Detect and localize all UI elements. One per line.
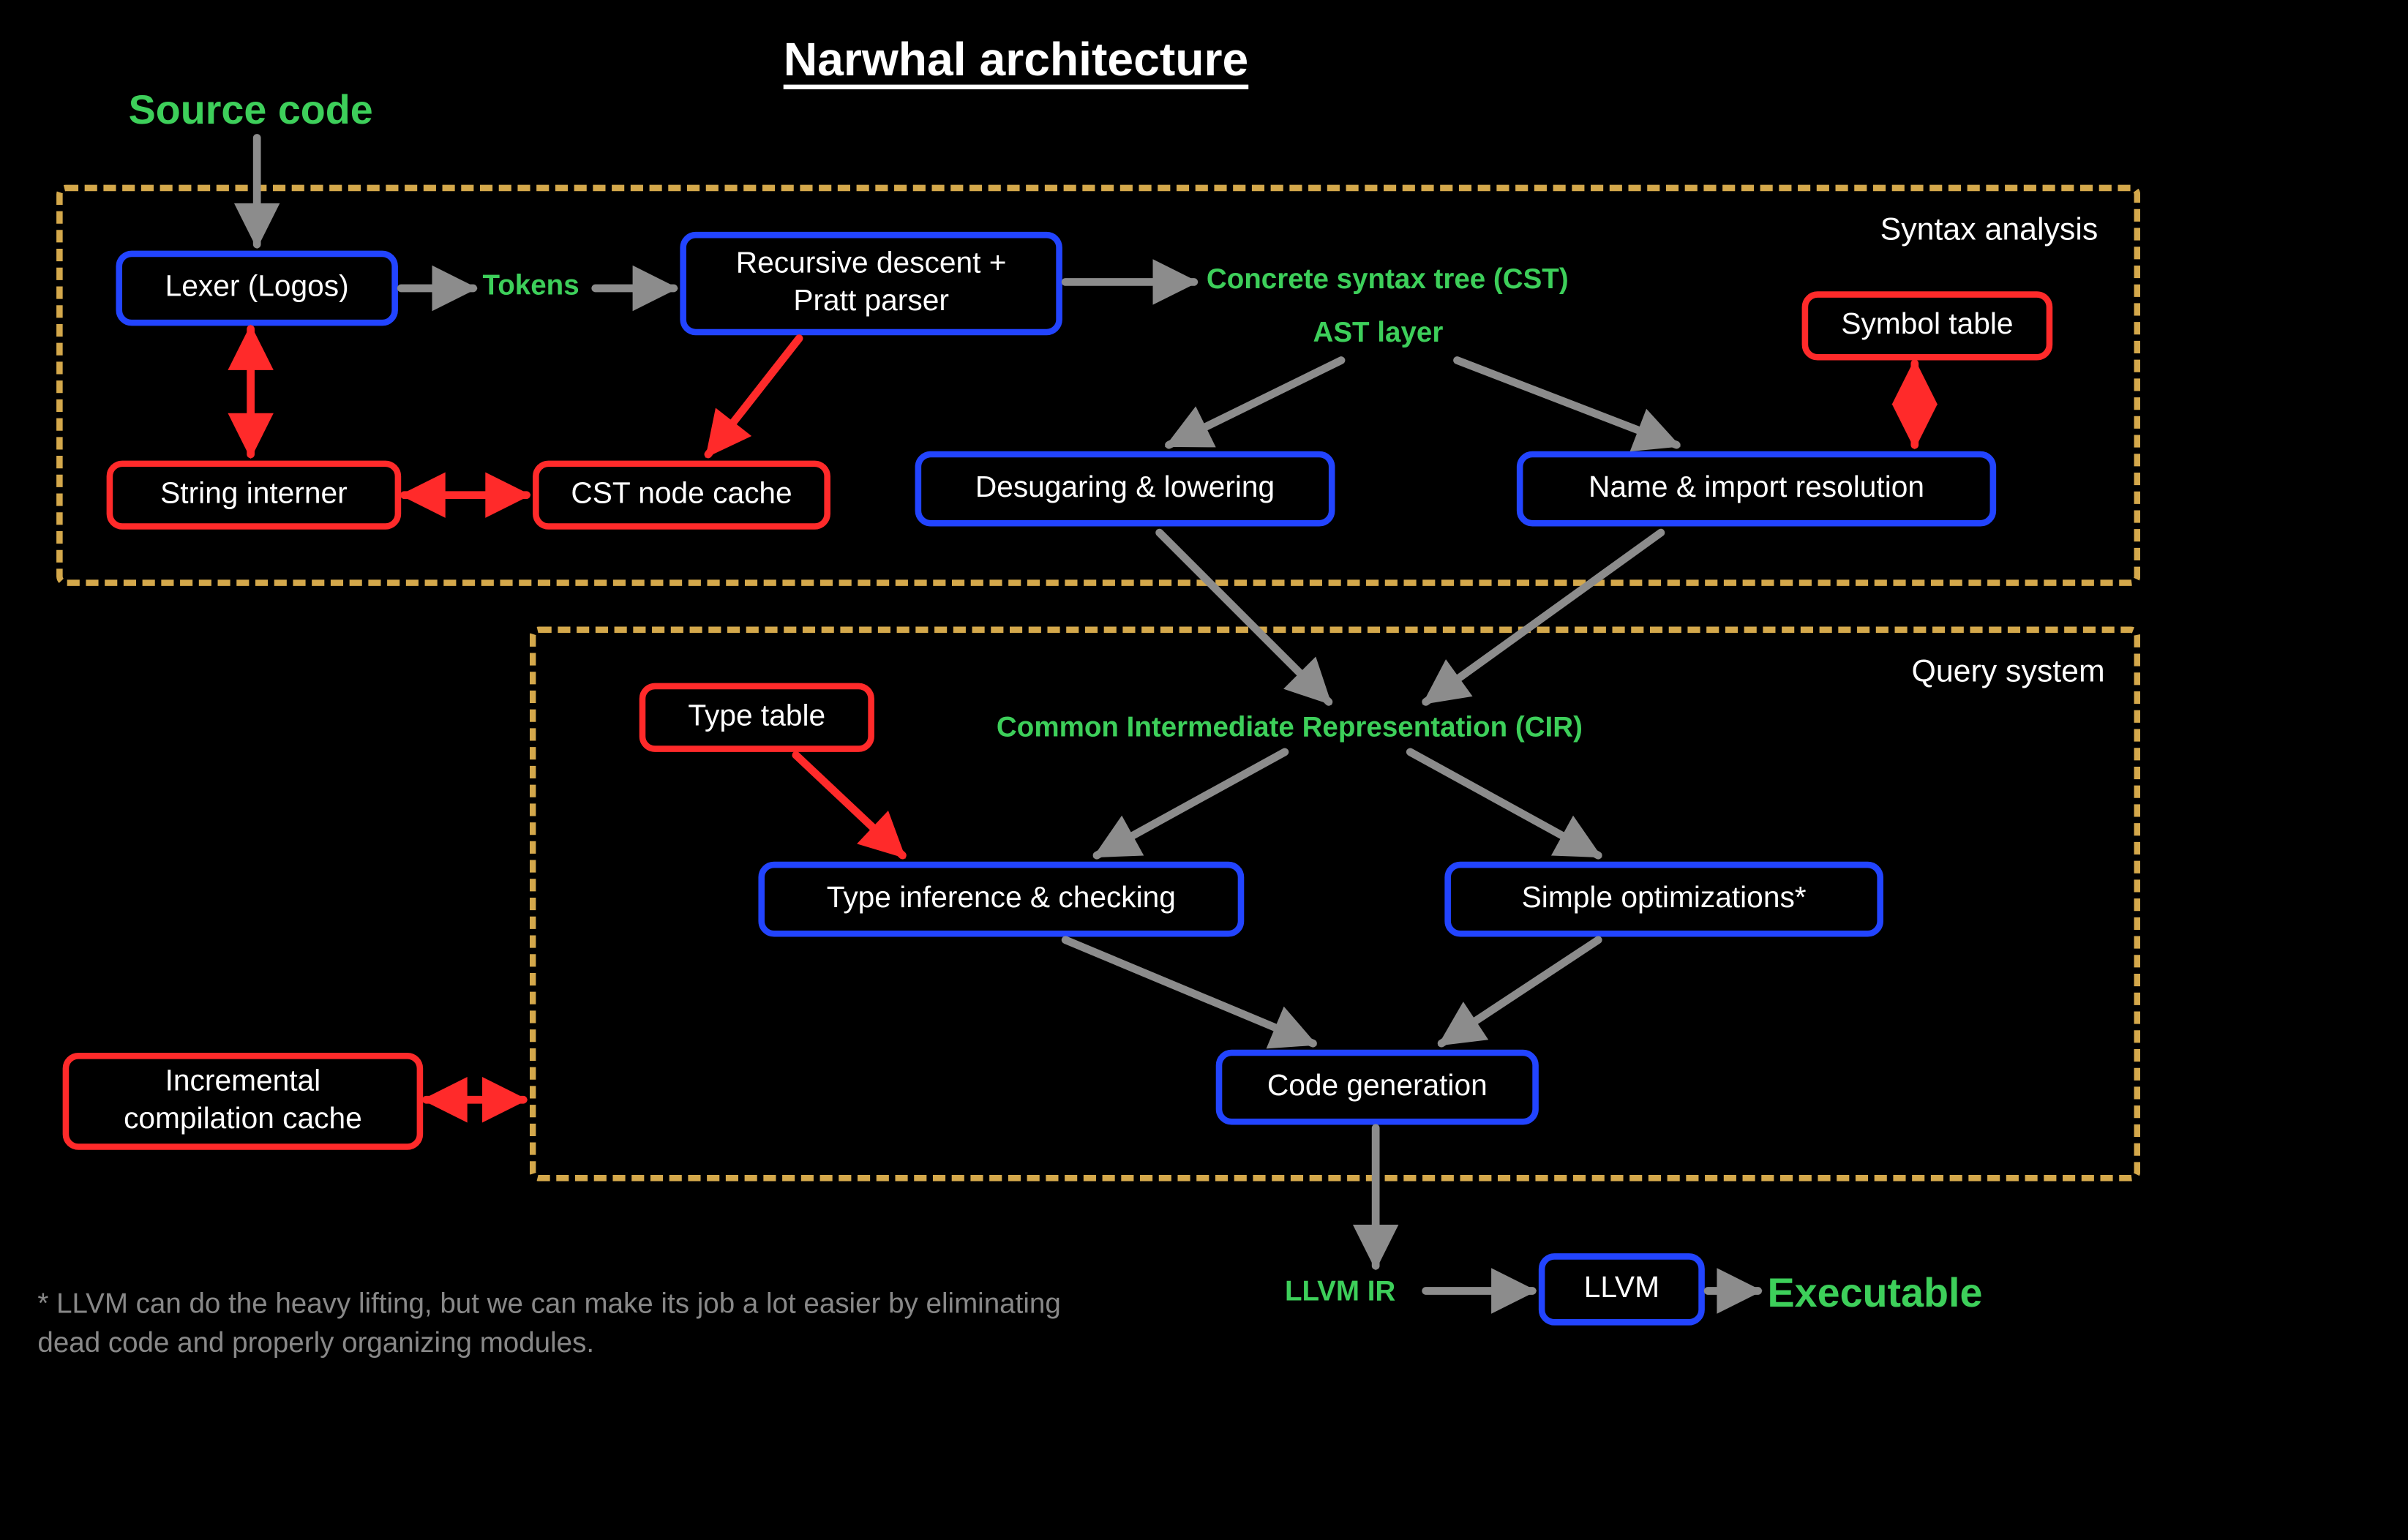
node-string-interner: String interner: [107, 461, 402, 530]
node-type-table: Type table: [639, 683, 874, 752]
edge-label-cir: Common Intermediate Representation (CIR): [997, 711, 1583, 744]
node-name-resolution: Name & import resolution: [1517, 451, 1996, 527]
node-desugaring: Desugaring & lowering: [915, 451, 1335, 527]
edge-label-cst: Concrete syntax tree (CST): [1207, 263, 1569, 296]
edge-label-tokens: Tokens: [483, 269, 580, 302]
node-incremental-cache: Incrementalcompilation cache: [63, 1053, 424, 1150]
edge-label-llvm-ir: LLVM IR: [1285, 1275, 1395, 1308]
source-code-label: Source code: [129, 86, 373, 135]
node-cst-node-cache: CST node cache: [533, 461, 830, 530]
node-lexer: Lexer (Logos): [116, 251, 397, 326]
node-type-checking: Type inference & checking: [758, 862, 1244, 937]
edge-label-ast-layer: AST layer: [1313, 317, 1443, 350]
node-optimizations: Simple optimizations*: [1444, 862, 1883, 937]
group-syntax-analysis-label: Syntax analysis: [1880, 213, 2098, 249]
node-code-generation: Code generation: [1216, 1050, 1539, 1125]
node-parser: Recursive descent +Pratt parser: [680, 232, 1062, 335]
diagram-title: Narwhal architecture: [784, 34, 1249, 88]
executable-label: Executable: [1768, 1269, 1983, 1318]
node-llvm: LLVM: [1539, 1253, 1705, 1326]
node-symbol-table: Symbol table: [1802, 291, 2053, 360]
group-query-system-label: Query system: [1912, 655, 2105, 691]
footnote: * LLVM can do the heavy lifting, but we …: [37, 1285, 1103, 1364]
